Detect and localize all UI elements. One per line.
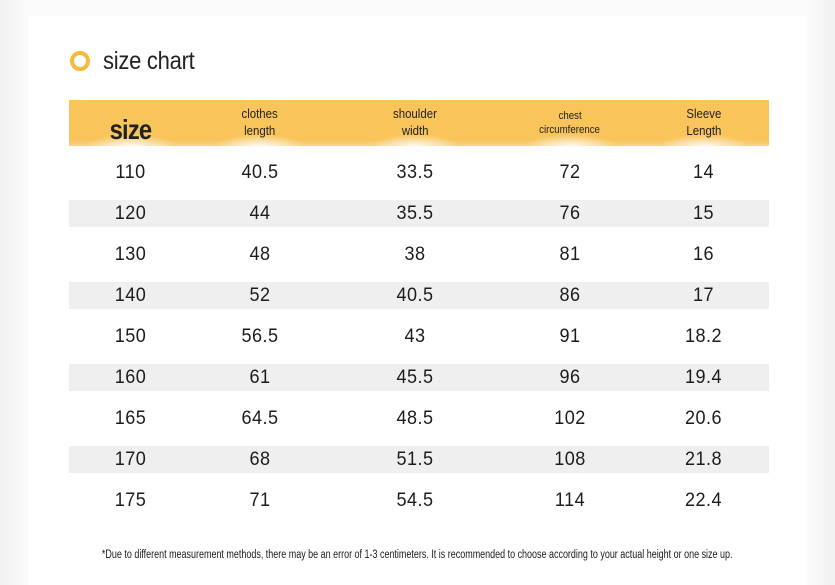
header-size-label: size	[109, 113, 152, 145]
cell-sleeve-length: 14	[692, 161, 715, 183]
header-sleeve-length: Sleeve Length	[638, 100, 769, 146]
cell-chest-circumference: 76	[559, 202, 581, 224]
cell-sleeve-length: 15	[692, 202, 715, 224]
cell-clothes-length: 71	[249, 489, 271, 511]
header-sleeve-line1: Sleeve	[686, 106, 721, 122]
cell-chest-circumference: 96	[559, 366, 581, 388]
footnote: *Due to different measurement methods, t…	[0, 549, 835, 561]
size-table: size clothes length shoulder width chest…	[69, 100, 769, 514]
cell-chest-circumference: 72	[559, 161, 581, 183]
table-row: 110 40.5 33.5 72 14	[69, 159, 769, 186]
table-row: 120 44 35.5 76 15	[69, 200, 769, 227]
cell-shoulder-width: 35.5	[396, 202, 434, 224]
header-clothes-line1: clothes	[241, 106, 279, 122]
cell-shoulder-width: 33.5	[396, 161, 434, 183]
cell-size: 175	[114, 489, 147, 511]
cell-sleeve-length: 22.4	[684, 489, 723, 511]
cell-clothes-length: 56.5	[241, 325, 279, 347]
table-row: 130 48 38 81 16	[69, 241, 769, 268]
cell-size: 160	[114, 366, 147, 388]
top-shadow	[0, 0, 835, 16]
cell-shoulder-width: 45.5	[396, 366, 434, 388]
cell-size: 130	[114, 243, 147, 265]
cell-size: 150	[114, 325, 147, 347]
cell-sleeve-length: 21.8	[684, 448, 723, 470]
cell-chest-circumference: 102	[554, 407, 586, 429]
header-chest-line2: circumference	[539, 124, 601, 136]
cell-clothes-length: 68	[249, 448, 271, 470]
cell-size: 165	[114, 407, 147, 429]
footnote-text: *Due to different measurement methods, t…	[102, 549, 733, 561]
cell-size: 170	[114, 448, 147, 470]
cell-sleeve-length: 16	[692, 243, 715, 265]
cell-size: 110	[115, 161, 146, 183]
table-header: size clothes length shoulder width chest…	[69, 100, 769, 146]
cell-sleeve-length: 20.6	[684, 407, 723, 429]
cell-shoulder-width: 54.5	[396, 489, 434, 511]
cell-sleeve-length: 17	[692, 284, 715, 306]
table-row: 165 64.5 48.5 102 20.6	[69, 405, 769, 432]
right-shadow	[807, 0, 835, 585]
table-row: 150 56.5 43 91 18.2	[69, 323, 769, 350]
cell-size: 120	[114, 202, 147, 224]
cell-clothes-length: 61	[249, 366, 271, 388]
cell-clothes-length: 44	[249, 202, 271, 224]
header-shoulder-line2: width	[401, 123, 429, 138]
cell-clothes-length: 48	[249, 243, 271, 265]
left-shadow	[0, 0, 28, 585]
header-shoulder-width: shoulder width	[328, 100, 502, 146]
cell-shoulder-width: 43	[404, 325, 426, 347]
cell-sleeve-length: 19.4	[684, 366, 723, 388]
page-title: size chart	[103, 46, 195, 75]
header-chest-circumference: chest circumference	[502, 100, 638, 146]
ring-icon	[70, 51, 90, 71]
table-row: 140 52 40.5 86 17	[69, 282, 769, 309]
table-row: 160 61 45.5 96 19.4	[69, 364, 769, 391]
cell-shoulder-width: 40.5	[396, 284, 434, 306]
header-sleeve-line2: Length	[685, 123, 721, 138]
header-shoulder-line1: shoulder	[393, 106, 437, 122]
header-size: size	[69, 100, 192, 146]
cell-chest-circumference: 86	[559, 284, 581, 306]
cell-shoulder-width: 51.5	[396, 448, 434, 470]
cell-shoulder-width: 48.5	[396, 407, 434, 429]
header-chest-line1: chest	[558, 109, 582, 122]
header-clothes-line2: length	[244, 123, 276, 138]
header-clothes-length: clothes length	[192, 100, 328, 146]
cell-clothes-length: 64.5	[241, 407, 279, 429]
cell-chest-circumference: 91	[559, 325, 581, 347]
cell-size: 140	[114, 284, 147, 306]
cell-chest-circumference: 81	[559, 243, 581, 265]
table-row: 175 71 54.5 114 22.4	[69, 487, 769, 514]
cell-clothes-length: 40.5	[241, 161, 279, 183]
table-row: 170 68 51.5 108 21.8	[69, 446, 769, 473]
cell-chest-circumference: 114	[554, 489, 586, 511]
cell-chest-circumference: 108	[554, 448, 586, 470]
title-row: size chart	[69, 44, 207, 78]
cell-shoulder-width: 38	[404, 243, 426, 265]
table-body: 110 40.5 33.5 72 14 120 44 35.5 76 15 13…	[69, 146, 769, 514]
cell-sleeve-length: 18.2	[684, 325, 723, 347]
cell-clothes-length: 52	[249, 284, 271, 306]
